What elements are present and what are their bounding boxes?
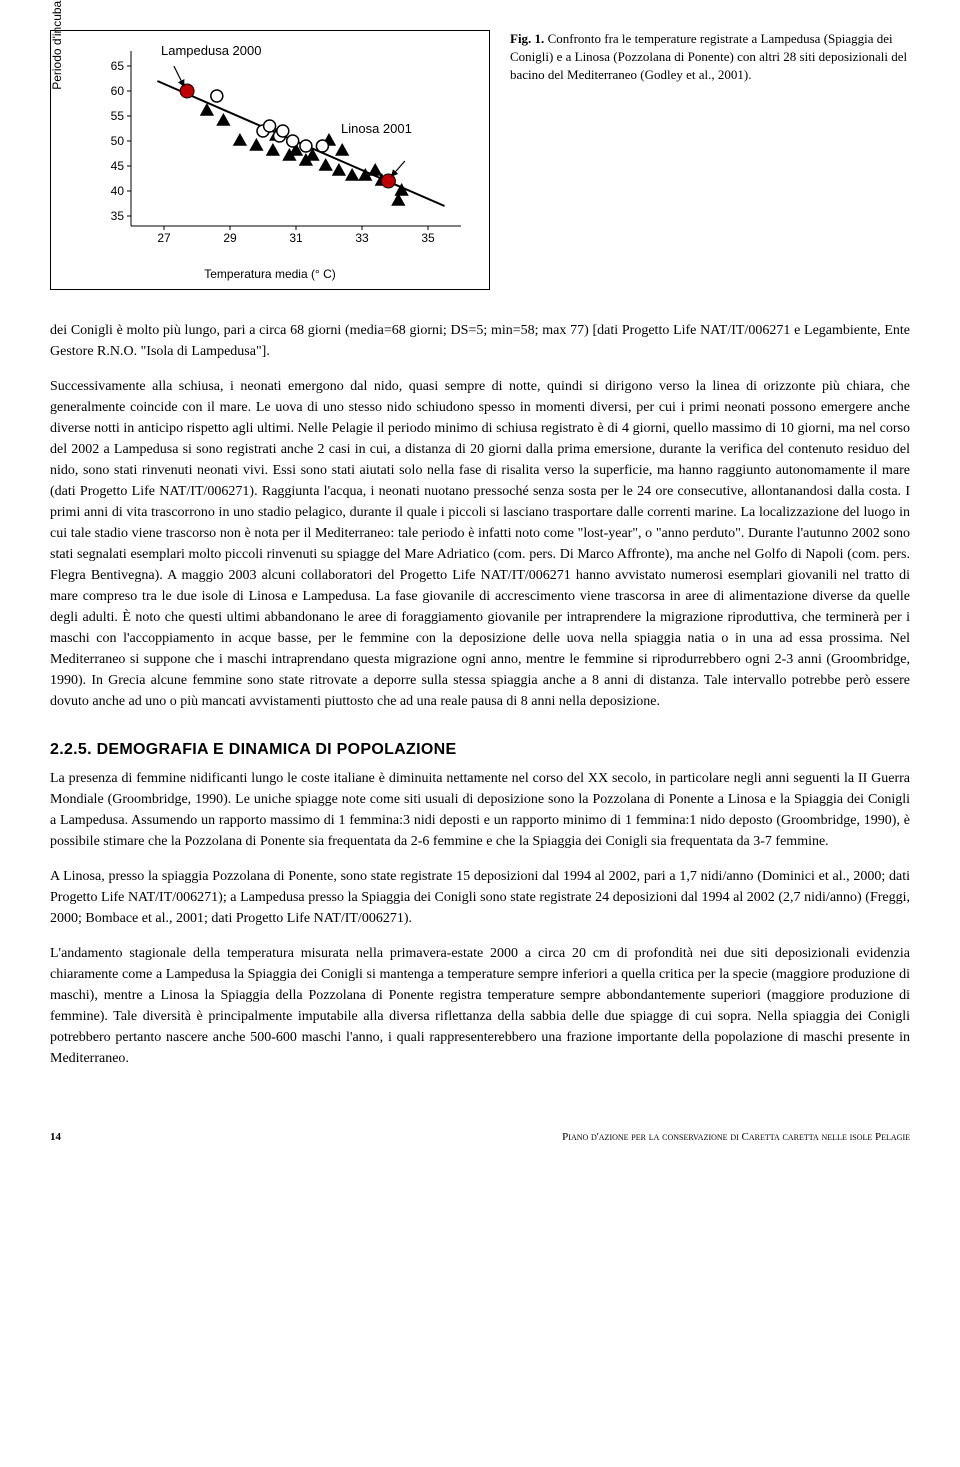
svg-text:27: 27 [157,231,171,245]
figure-caption: Fig. 1. Confronto fra le temperature reg… [510,30,910,290]
svg-text:40: 40 [111,184,125,198]
section-p2: A Linosa, presso la spiaggia Pozzolana d… [50,866,910,929]
svg-text:50: 50 [111,134,125,148]
scatter-chart: Periodo d'incubazione (giorni) Temperatu… [50,30,490,290]
x-axis-label: Temperatura media (° C) [204,265,336,283]
chart-svg: 27 29 31 33 35 35 40 45 50 55 60 65 [91,41,471,261]
svg-text:35: 35 [421,231,435,245]
section-title: 2.2.5. DEMOGRAFIA E DINAMICA DI POPOLAZI… [50,738,910,762]
svg-text:65: 65 [111,59,125,73]
page-footer: 14 Piano d'azione per la conservazione d… [50,1129,910,1146]
footer-title: Piano d'azione per la conservazione di C… [562,1129,910,1146]
y-axis-label: Periodo d'incubazione (giorni) [48,0,66,90]
svg-text:35: 35 [111,209,125,223]
svg-text:60: 60 [111,84,125,98]
section-p1: La presenza di femmine nidificanti lungo… [50,768,910,852]
page-number: 14 [50,1129,61,1146]
figure-label: Fig. 1. [510,31,544,46]
svg-text:31: 31 [289,231,303,245]
figure-row: Periodo d'incubazione (giorni) Temperatu… [50,30,910,290]
svg-text:33: 33 [355,231,369,245]
svg-text:45: 45 [111,159,125,173]
section-p3: L'andamento stagionale della temperatura… [50,943,910,1069]
paragraph-1: dei Conigli è molto più lungo, pari a ci… [50,320,910,362]
svg-text:55: 55 [111,109,125,123]
paragraph-2: Successivamente alla schiusa, i neonati … [50,376,910,712]
figure-caption-text: Confronto fra le temperature registrate … [510,31,907,82]
svg-text:29: 29 [223,231,237,245]
